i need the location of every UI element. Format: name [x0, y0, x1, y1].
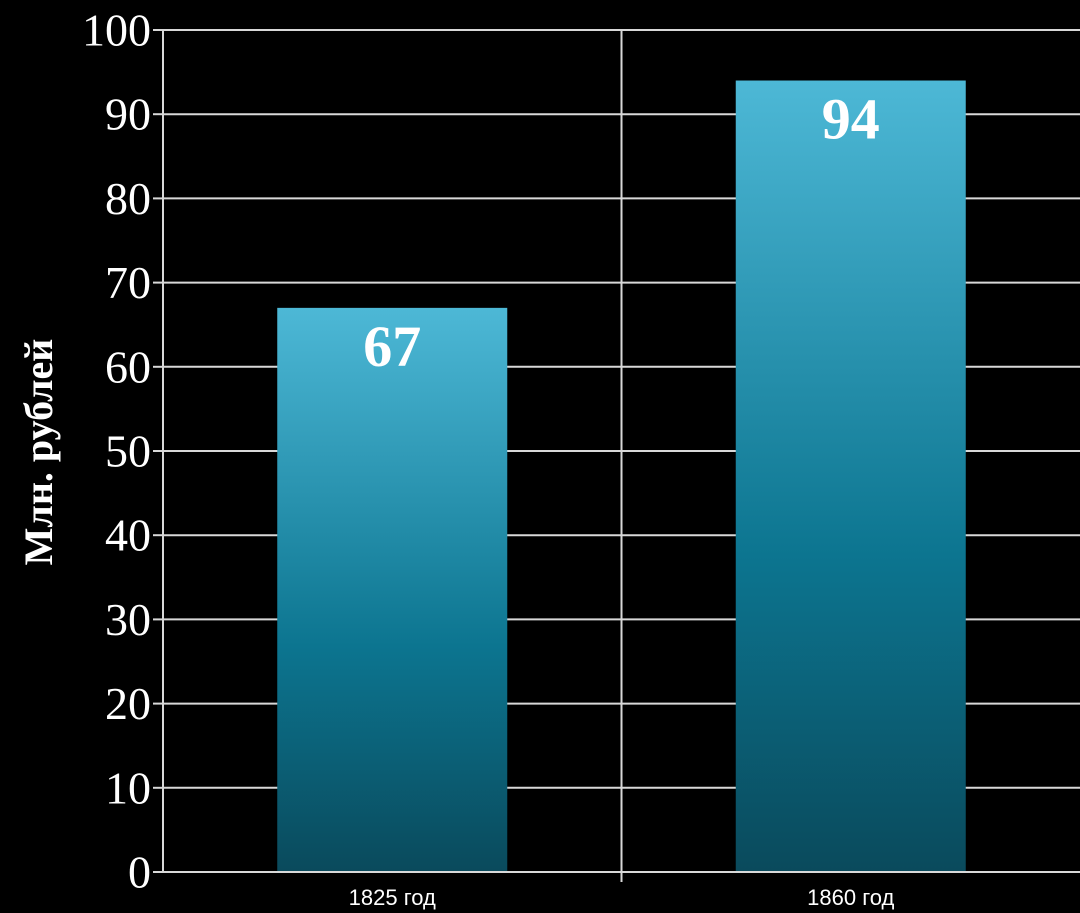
y-tick-label: 60: [105, 341, 151, 392]
data-label: 94: [822, 87, 880, 152]
y-tick-label: 90: [105, 89, 151, 140]
y-tick-label: 50: [105, 426, 151, 477]
bars: [277, 80, 966, 872]
y-tick-label: 0: [128, 847, 151, 898]
labels: 0 10 20 30 40 50 60 70 80 90 100 67 1825 год 94 1860 г…: [82, 5, 895, 911]
y-tick-label: 40: [105, 510, 151, 561]
data-label: 67: [363, 314, 421, 379]
y-tick-label: 70: [105, 257, 151, 308]
bar-1825-год: [277, 307, 508, 872]
bar-1860-год: [735, 80, 966, 872]
y-tick-label: 80: [105, 173, 151, 224]
x-category-label: 1825 год: [349, 885, 436, 910]
x-category-label: 1860 год: [807, 885, 894, 910]
y-axis-label: Млн. рублей: [16, 339, 61, 566]
y-tick-label: 30: [105, 594, 151, 645]
y-tick-label: 100: [82, 5, 151, 56]
y-tick-label: 20: [105, 678, 151, 729]
axes: [153, 29, 1080, 882]
y-tick-label: 10: [105, 762, 151, 813]
